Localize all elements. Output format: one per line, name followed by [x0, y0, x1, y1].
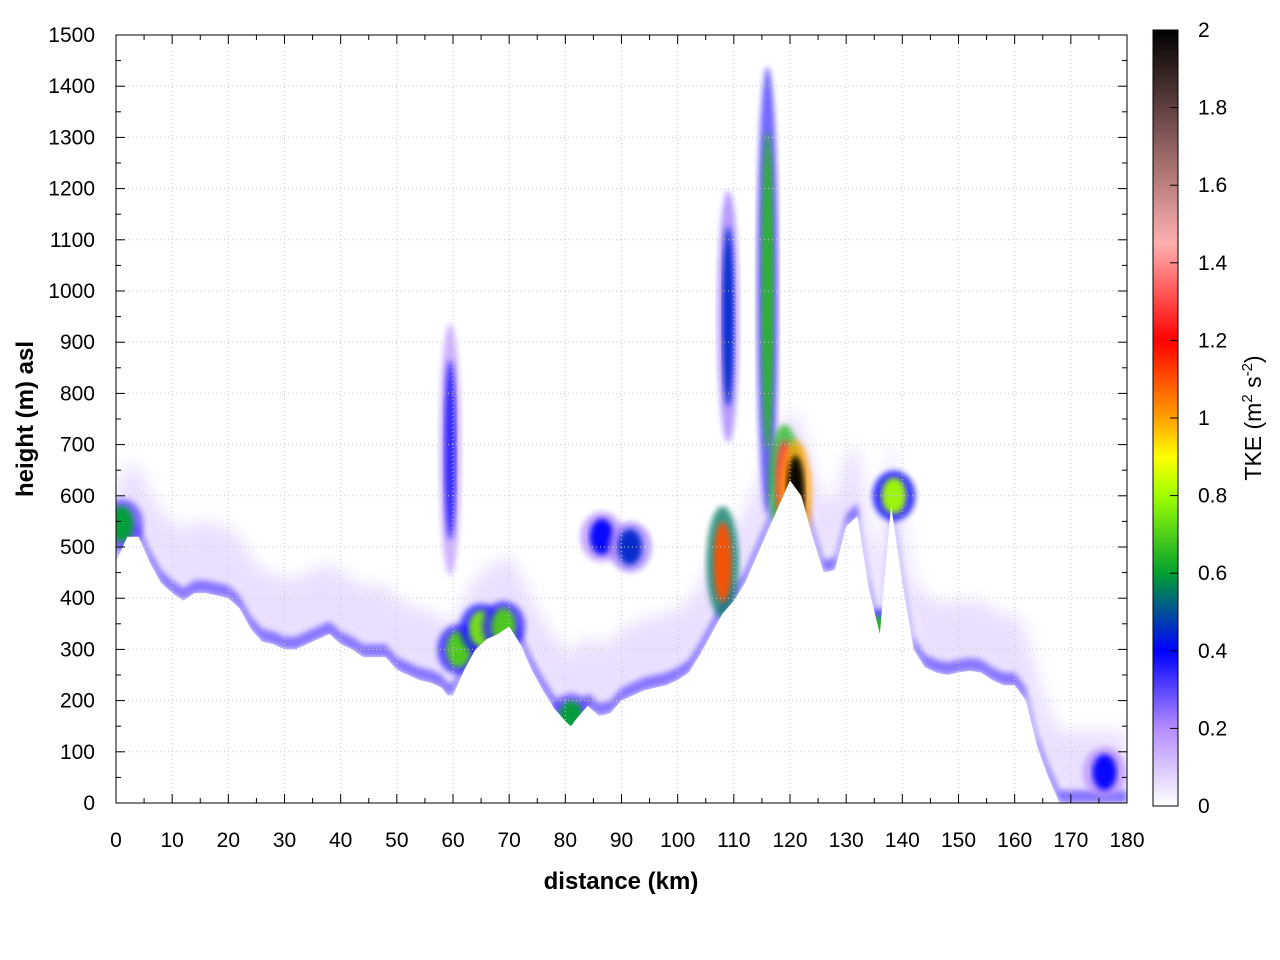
colorbar-tick-label: 1.8	[1198, 97, 1227, 120]
x-tick-label: 120	[772, 829, 807, 852]
tke-field	[116, 67, 1127, 803]
y-tick-label: 500	[60, 536, 95, 559]
x-tick-label: 80	[554, 829, 577, 852]
tke-feature	[1092, 754, 1117, 791]
y-tick-label: 1200	[48, 178, 95, 201]
y-tick-label: 0	[83, 792, 95, 815]
x-tick-label: 150	[941, 829, 976, 852]
axes	[115, 34, 1128, 804]
x-tick-label: 140	[885, 829, 920, 852]
y-tick-label: 400	[60, 587, 95, 610]
y-tick-labels: 0 100 200 300 400 500 600 700 800 900 1000 1100 1200…	[48, 24, 95, 815]
y-tick-label: 700	[60, 434, 95, 457]
y-tick-label: 600	[60, 485, 95, 508]
colorbar-tick-label: 0.4	[1198, 640, 1228, 663]
colorbar-tick-label: 2	[1198, 19, 1210, 42]
x-tick-label: 170	[1053, 829, 1088, 852]
tke-feature	[713, 522, 732, 603]
tke-feature	[589, 518, 614, 555]
colorbar	[1152, 29, 1179, 807]
y-tick-label: 100	[60, 741, 95, 764]
y-tick-label: 1100	[50, 229, 95, 252]
x-tick-labels: 0 10 20 30 40 50 60 70 80 90 100 110 120 130 140 150 160…	[110, 829, 1144, 852]
colorbar-tick-label: 1.4	[1198, 252, 1228, 275]
y-tick-label: 1000	[48, 280, 95, 303]
y-axis-title: height (m) asl	[12, 341, 39, 497]
y-tick-label: 1400	[48, 75, 95, 98]
y-tick-label: 800	[60, 382, 95, 405]
x-tick-label: 0	[110, 829, 122, 852]
terrain-mask	[116, 480, 1127, 803]
x-tick-label: 70	[497, 829, 520, 852]
x-tick-label: 10	[160, 829, 183, 852]
y-tick-label: 1500	[48, 24, 95, 47]
colorbar-tick-label: 0	[1198, 795, 1210, 818]
colorbar-tick-label: 0.8	[1198, 485, 1227, 508]
x-tick-label: 110	[717, 829, 750, 852]
x-tick-label: 130	[829, 829, 864, 852]
x-tick-label: 40	[329, 829, 352, 852]
tke-feature	[881, 477, 906, 514]
colorbar-tick-labels: 0 0.2 0.4 0.6 0.8 1 1.2 1.4 1.6 1.8 2	[1198, 19, 1228, 818]
y-tick-label: 900	[60, 331, 95, 354]
x-tick-label: 180	[1109, 829, 1144, 852]
colorbar-tick-label: 0.2	[1198, 717, 1227, 740]
tke-feature	[761, 131, 774, 451]
x-tick-label: 100	[660, 829, 695, 852]
tke-surface-layer	[116, 467, 1127, 803]
x-axis-title: distance (km)	[544, 868, 699, 895]
tke-feature	[722, 226, 735, 407]
tke-feature	[444, 359, 457, 540]
colorbar-tick-label: 0.6	[1198, 562, 1227, 585]
x-tick-label: 50	[385, 829, 408, 852]
colorbar-tick-label: 1.2	[1198, 329, 1227, 352]
y-tick-label: 200	[60, 690, 95, 713]
x-tick-label: 90	[610, 829, 633, 852]
colorbar-tick-label: 1	[1198, 407, 1210, 430]
y-tick-label: 1300	[48, 126, 95, 149]
y-tick-label: 300	[60, 638, 95, 661]
x-tick-label: 60	[441, 829, 464, 852]
x-tick-label: 30	[273, 829, 296, 852]
tke-feature	[116, 505, 134, 542]
colorbar-tick-label: 1.6	[1198, 174, 1227, 197]
tke-diffuse-band	[116, 408, 1127, 803]
x-tick-label: 20	[217, 829, 240, 852]
x-tick-label: 160	[997, 829, 1032, 852]
tke-feature	[617, 529, 642, 565]
colorbar-title: TKE (m2 s-2)	[1239, 355, 1266, 480]
